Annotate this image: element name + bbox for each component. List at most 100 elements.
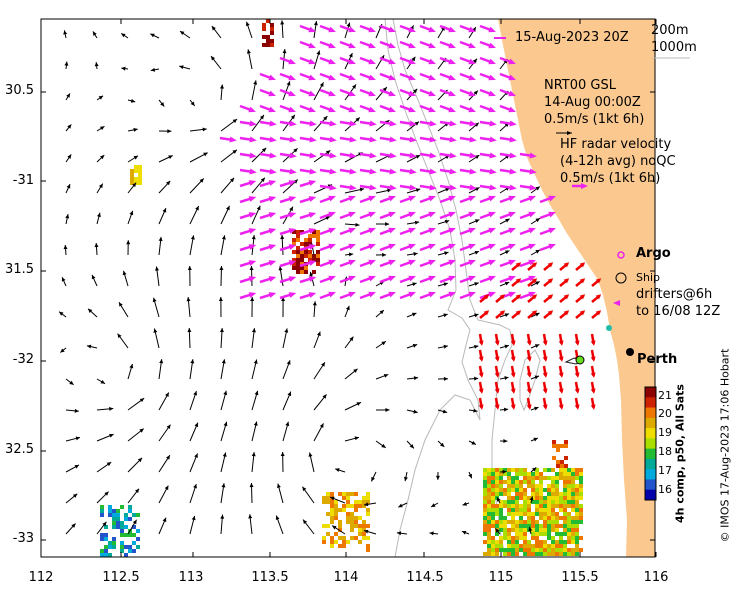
- sst-pixel: [124, 517, 128, 521]
- sst-pixel: [491, 480, 495, 484]
- sst-pixel: [563, 516, 567, 520]
- sst-pixel: [567, 524, 571, 528]
- sst-pixel: [519, 512, 523, 516]
- sst-pixel: [511, 552, 515, 556]
- sst-pixel: [547, 496, 551, 500]
- sst-pixel: [338, 524, 342, 528]
- sst-pixel: [138, 181, 142, 185]
- sst-pixel: [555, 488, 559, 492]
- sst-pixel: [511, 544, 515, 548]
- sst-pixel: [539, 488, 543, 492]
- sst-pixel: [262, 27, 266, 31]
- x-tick-label: 112.5: [96, 570, 146, 585]
- sst-pixel: [579, 476, 583, 480]
- sst-pixel: [491, 496, 495, 500]
- sst-pixel: [511, 548, 515, 552]
- sst-pixel: [483, 488, 487, 492]
- sst-pixel: [503, 500, 507, 504]
- sst-pixel: [330, 492, 334, 496]
- sst-pixel: [547, 492, 551, 496]
- sst-pixel: [523, 500, 527, 504]
- sst-pixel: [507, 480, 511, 484]
- sst-pixel: [523, 504, 527, 508]
- sst-pixel: [515, 484, 519, 488]
- sst-pixel: [567, 532, 571, 536]
- sst-pixel: [551, 544, 555, 548]
- sst-pixel: [491, 476, 495, 480]
- sst-pixel: [515, 468, 519, 472]
- sst-pixel: [555, 552, 559, 556]
- sst-pixel: [575, 544, 579, 548]
- sst-pixel: [567, 492, 571, 496]
- sst-pixel: [547, 500, 551, 504]
- sst-pixel: [503, 488, 507, 492]
- sst-pixel: [266, 35, 270, 39]
- sst-pixel: [362, 500, 366, 504]
- sst-pixel: [116, 525, 120, 529]
- sst-pixel: [104, 525, 108, 529]
- sst-pixel: [499, 484, 503, 488]
- sst-pixel: [262, 23, 266, 27]
- sst-pixel: [535, 472, 539, 476]
- sst-pixel: [346, 492, 350, 496]
- sst-pixel: [575, 512, 579, 516]
- sst-pixel: [100, 505, 104, 509]
- sst-pixel: [491, 508, 495, 512]
- sst-pixel: [136, 529, 140, 533]
- sst-pixel: [308, 254, 312, 258]
- sst-pixel: [575, 540, 579, 544]
- sst-pixel: [564, 456, 568, 460]
- sst-pixel: [124, 525, 128, 529]
- sst-pixel: [579, 520, 583, 524]
- sst-pixel: [523, 496, 527, 500]
- sst-pixel: [100, 537, 104, 541]
- colorbar-swatch: [645, 438, 656, 449]
- sst-pixel: [503, 528, 507, 532]
- sst-pixel: [495, 512, 499, 516]
- sst-pixel: [555, 472, 559, 476]
- sst-pixel: [519, 544, 523, 548]
- sst-pixel: [563, 480, 567, 484]
- sst-pixel: [487, 484, 491, 488]
- sst-pixel: [551, 476, 555, 480]
- sst-pixel: [551, 492, 555, 496]
- sst-pixel: [559, 548, 563, 552]
- sst-pixel: [543, 524, 547, 528]
- sst-pixel: [491, 468, 495, 472]
- sst-pixel: [531, 472, 535, 476]
- sst-pixel: [132, 541, 136, 545]
- sst-pixel: [104, 533, 108, 537]
- sst-pixel: [555, 540, 559, 544]
- sst-pixel: [543, 512, 547, 516]
- sst-pixel: [495, 472, 499, 476]
- sst-pixel: [316, 234, 320, 238]
- sst-pixel: [108, 505, 112, 509]
- sst-pixel: [535, 508, 539, 512]
- sst-pixel: [535, 512, 539, 516]
- sst-pixel: [515, 500, 519, 504]
- sst-pixel: [495, 540, 499, 544]
- sst-pixel: [138, 177, 142, 181]
- sst-pixel: [571, 468, 575, 472]
- sst-pixel: [519, 480, 523, 484]
- sst-pixel: [564, 440, 568, 444]
- sst-pixel: [560, 460, 564, 464]
- sst-pixel: [559, 492, 563, 496]
- sst-pixel: [535, 524, 539, 528]
- sst-pixel: [487, 488, 491, 492]
- sst-pixel: [539, 552, 543, 556]
- sst-pixel: [511, 488, 515, 492]
- credit-text: © IMOS 17-Aug-2023 17:06 Hobart: [719, 296, 732, 596]
- sst-pixel: [354, 536, 358, 540]
- sst-pixel: [551, 468, 555, 472]
- sst-pixel: [515, 480, 519, 484]
- sst-pixel: [296, 262, 300, 266]
- sst-pixel: [338, 536, 342, 540]
- sst-pixel: [560, 444, 564, 448]
- sst-pixel: [330, 508, 334, 512]
- sst-pixel: [511, 476, 515, 480]
- sst-pixel: [354, 504, 358, 508]
- sst-pixel: [515, 512, 519, 516]
- y-tick-label: -31: [0, 173, 34, 188]
- sst-pixel: [128, 517, 132, 521]
